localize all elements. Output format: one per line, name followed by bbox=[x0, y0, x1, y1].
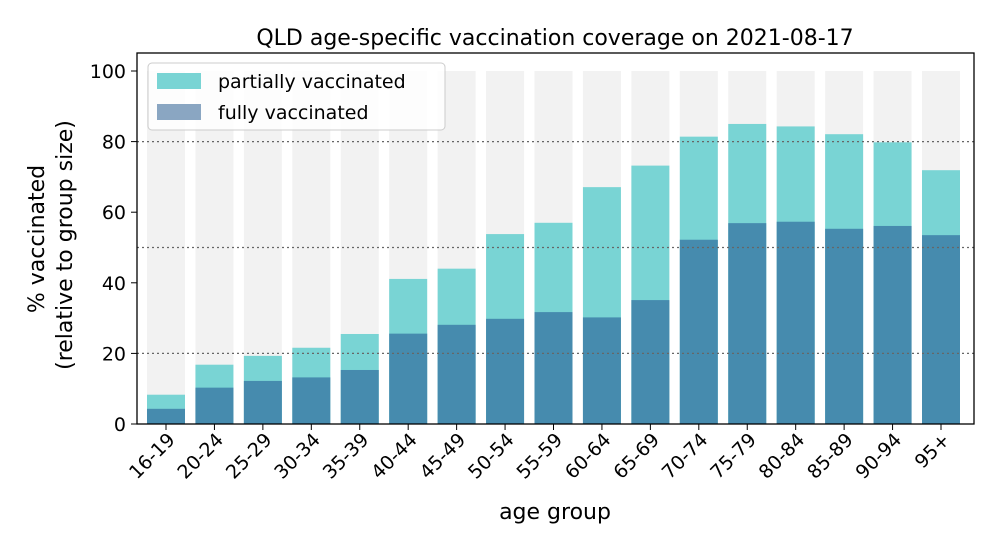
legend-swatch-partially-vaccinated bbox=[157, 73, 201, 89]
x-axis-ticks: 16-1920-2425-2930-3435-3940-4445-4950-54… bbox=[125, 424, 955, 484]
x-tick-label-60-64: 60-64 bbox=[561, 429, 616, 484]
y-axis-title-line2: (relative to group size) bbox=[53, 120, 78, 370]
x-tick-label-65-69: 65-69 bbox=[609, 429, 664, 484]
bar-fully-vaccinated-35-39 bbox=[340, 369, 379, 424]
legend-box bbox=[147, 62, 446, 131]
legend-label-partially-vaccinated: partially vaccinated bbox=[218, 71, 406, 93]
x-tick-label-35-39: 35-39 bbox=[319, 429, 374, 484]
x-tick-label-20-24: 20-24 bbox=[173, 429, 228, 484]
y-axis-ticks: 0 20 40 60 80 100 bbox=[90, 61, 137, 436]
bar-fully-vaccinated-40-44 bbox=[389, 333, 428, 424]
x-tick-label-40-44: 40-44 bbox=[367, 429, 422, 484]
y-tick-label-20: 20 bbox=[102, 343, 126, 365]
x-tick-label-80-84: 80-84 bbox=[755, 429, 810, 484]
bar-fully-vaccinated-25-29 bbox=[243, 380, 282, 424]
x-tick-label-16-19: 16-19 bbox=[125, 429, 180, 484]
bar-fully-vaccinated-90-94 bbox=[873, 225, 912, 424]
bar-fully-vaccinated-50-54 bbox=[486, 318, 525, 424]
bar-fully-vaccinated-95 bbox=[922, 235, 960, 424]
bar-fully-vaccinated-45-49 bbox=[437, 324, 476, 424]
y-tick-label-80: 80 bbox=[102, 132, 126, 154]
bar-fully-vaccinated-30-34 bbox=[292, 377, 331, 424]
fully-vaccinated-bars bbox=[147, 221, 960, 424]
x-tick-label-95: 95+ bbox=[911, 429, 955, 473]
x-tick-label-75-79: 75-79 bbox=[706, 429, 761, 484]
y-axis-title-line1: % vaccinated bbox=[25, 165, 50, 313]
y-tick-label-40: 40 bbox=[102, 273, 126, 295]
x-tick-label-70-74: 70-74 bbox=[658, 429, 713, 484]
bar-fully-vaccinated-55-59 bbox=[534, 312, 573, 424]
x-tick-label-55-59: 55-59 bbox=[512, 429, 567, 484]
bar-fully-vaccinated-85-89 bbox=[825, 228, 864, 424]
x-axis-title: age group bbox=[499, 500, 611, 525]
bar-fully-vaccinated-65-69 bbox=[631, 300, 670, 424]
chart-title: QLD age-specific vaccination coverage on… bbox=[256, 26, 853, 51]
x-tick-label-50-54: 50-54 bbox=[464, 429, 519, 484]
y-tick-label-0: 0 bbox=[114, 414, 126, 436]
legend: partially vaccinated fully vaccinated bbox=[147, 62, 446, 131]
legend-swatch-fully-vaccinated bbox=[157, 104, 201, 120]
y-tick-label-100: 100 bbox=[90, 61, 126, 83]
legend-label-fully-vaccinated: fully vaccinated bbox=[218, 102, 369, 124]
bar-fully-vaccinated-60-64 bbox=[582, 317, 621, 424]
bar-fully-vaccinated-80-84 bbox=[776, 221, 815, 424]
bar-fully-vaccinated-70-74 bbox=[679, 239, 718, 424]
x-tick-label-30-34: 30-34 bbox=[270, 429, 325, 484]
bar-fully-vaccinated-16-19 bbox=[147, 408, 185, 424]
bar-fully-vaccinated-75-79 bbox=[728, 223, 767, 424]
x-tick-label-45-49: 45-49 bbox=[416, 429, 471, 484]
plot-frame bbox=[136, 52, 975, 425]
y-tick-label-60: 60 bbox=[102, 202, 126, 224]
x-tick-label-85-89: 85-89 bbox=[803, 429, 858, 484]
x-tick-label-90-94: 90-94 bbox=[851, 429, 906, 484]
x-tick-label-25-29: 25-29 bbox=[222, 429, 277, 484]
bar-fully-vaccinated-20-24 bbox=[195, 387, 234, 424]
